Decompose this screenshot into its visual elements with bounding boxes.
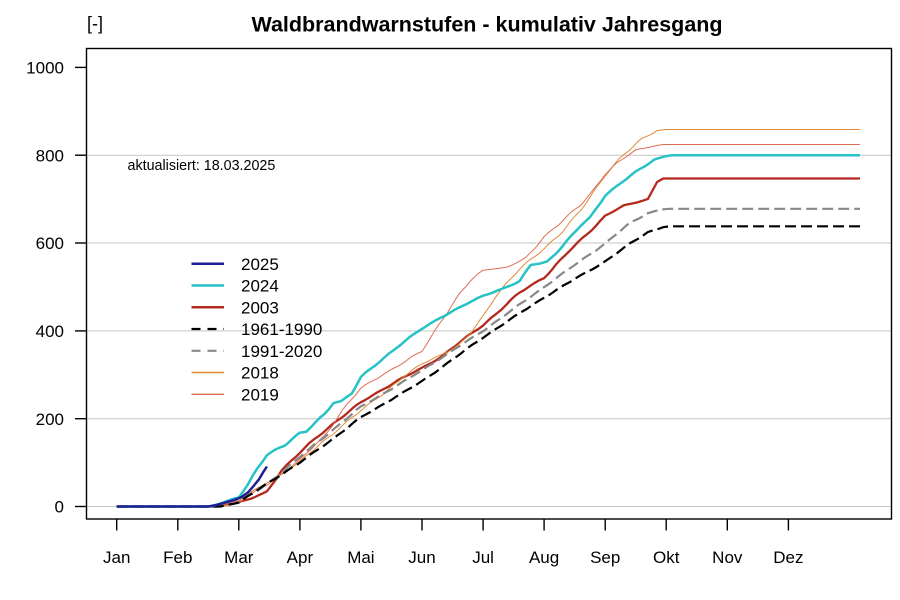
svg-text:200: 200 — [36, 410, 64, 429]
svg-text:Apr: Apr — [287, 548, 314, 567]
svg-text:Waldbrandwarnstufen - kumulati: Waldbrandwarnstufen - kumulativ Jahresga… — [251, 13, 722, 37]
svg-text:2025: 2025 — [241, 255, 279, 274]
svg-text:400: 400 — [36, 322, 64, 341]
svg-text:Mai: Mai — [347, 548, 374, 567]
svg-text:600: 600 — [36, 234, 64, 253]
svg-text:1991-2020: 1991-2020 — [241, 342, 322, 361]
svg-text:1961-1990: 1961-1990 — [241, 320, 322, 339]
svg-text:800: 800 — [36, 146, 64, 165]
svg-text:Mar: Mar — [224, 548, 254, 567]
svg-text:Dez: Dez — [773, 548, 803, 567]
svg-text:Jul: Jul — [472, 548, 494, 567]
svg-text:Aug: Aug — [529, 548, 559, 567]
svg-text:Sep: Sep — [590, 548, 620, 567]
svg-text:0: 0 — [55, 498, 64, 517]
svg-text:Jan: Jan — [103, 548, 130, 567]
svg-text:1000: 1000 — [26, 59, 64, 78]
svg-text:2018: 2018 — [241, 364, 279, 383]
svg-text:Nov: Nov — [712, 548, 743, 567]
svg-text:[-]: [-] — [87, 14, 103, 34]
svg-text:2003: 2003 — [241, 298, 279, 317]
svg-text:2024: 2024 — [241, 277, 279, 296]
svg-text:Okt: Okt — [653, 548, 680, 567]
svg-text:2019: 2019 — [241, 386, 279, 405]
svg-text:Jun: Jun — [408, 548, 435, 567]
svg-text:aktualisiert: 18.03.2025: aktualisiert: 18.03.2025 — [128, 158, 276, 174]
svg-text:Feb: Feb — [163, 548, 192, 567]
